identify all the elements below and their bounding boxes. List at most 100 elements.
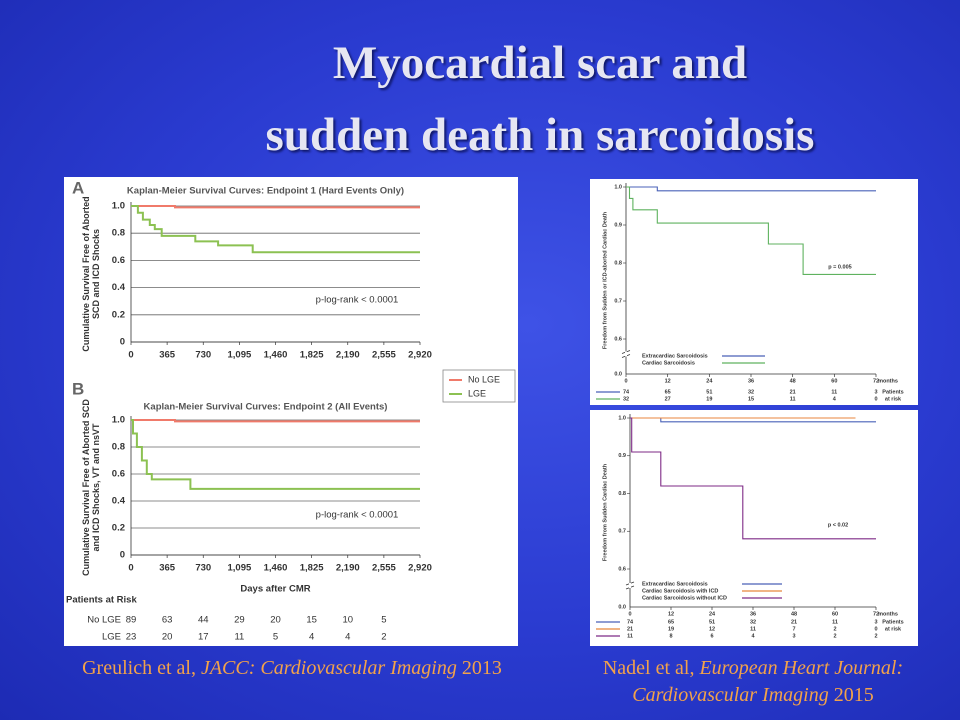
at-risk-count: 2 — [833, 626, 836, 632]
at-risk-count: 44 — [198, 615, 209, 626]
at-risk-count: 65 — [665, 389, 671, 395]
annotation: p-log-rank < 0.0001 — [316, 295, 399, 306]
x-tick-label: 1,825 — [300, 350, 324, 361]
y-tick-label: 0.6 — [112, 469, 125, 480]
at-risk-title: at risk — [885, 626, 902, 632]
at-risk-count: 15 — [748, 396, 754, 402]
legend-box — [442, 369, 516, 403]
y-break-label: 0.0 — [614, 371, 622, 377]
y-tick-label: 0.8 — [112, 442, 125, 453]
at-risk-count: 20 — [162, 632, 173, 643]
x-tick-label: 2,920 — [408, 563, 432, 574]
caption-journal: European Heart Journal: Cardiovascular I… — [632, 657, 904, 706]
at-risk-row-label: LGE — [102, 632, 121, 643]
y-tick-label: 0.4 — [112, 282, 126, 293]
at-risk-count: 0 — [874, 396, 877, 402]
x-tick-label: 2,555 — [372, 563, 396, 574]
at-risk-count: 65 — [668, 619, 674, 625]
at-risk-count: 11 — [234, 632, 244, 643]
x-tick-label: 24 — [709, 611, 716, 617]
x-tick-label: 1,095 — [227, 563, 251, 574]
at-risk-count: 2 — [874, 633, 877, 639]
at-risk-count: 32 — [748, 389, 754, 395]
at-risk-count: 2 — [381, 632, 386, 643]
y-axis-label: Freedom from Sudden Cardiac Death — [602, 463, 608, 561]
y-tick-label: 0.9 — [614, 222, 622, 228]
at-risk-count: 4 — [345, 632, 350, 643]
x-tick-label: 2,920 — [408, 350, 432, 361]
x-tick-label: 1,095 — [227, 350, 251, 361]
at-risk-count: 11 — [831, 389, 837, 395]
at-risk-count: 7 — [792, 626, 795, 632]
x-tick-label: 72 — [873, 378, 879, 384]
y-tick-label: 0.7 — [614, 298, 622, 304]
at-risk-count: 20 — [270, 615, 281, 626]
at-risk-count: 63 — [162, 615, 173, 626]
y-axis-label: Freedom from Sudden or ICD-aborted Cardi… — [602, 211, 608, 349]
y-tick-label: 1.0 — [112, 415, 125, 426]
legend-label: Cardiac Sarcoidosis with ICD — [642, 588, 718, 594]
at-risk-count: 74 — [627, 619, 634, 625]
at-risk-count: 11 — [790, 396, 796, 402]
at-risk-count: 17 — [198, 632, 209, 643]
legend-label: No LGE — [468, 374, 500, 384]
at-risk-count: 4 — [309, 632, 314, 643]
at-risk-count: 29 — [234, 615, 245, 626]
x-tick-label: 2,190 — [336, 350, 360, 361]
x-unit-label: months — [878, 611, 898, 617]
panel-letter: A — [72, 178, 84, 197]
survival-curve — [131, 419, 420, 423]
caption-author: Nadel et al, — [602, 657, 695, 679]
x-tick-label: 365 — [159, 350, 176, 361]
at-risk-count: 12 — [709, 626, 715, 632]
at-risk-count: 74 — [623, 389, 630, 395]
caption: Greulich et al, JACC: Cardiovascular Ima… — [72, 655, 512, 682]
axis-break-gap — [629, 583, 631, 588]
y-tick-label: 0.8 — [618, 491, 626, 497]
x-tick-label: 730 — [195, 350, 211, 361]
x-tick-label: 0 — [624, 378, 627, 384]
y-tick-label: 0 — [120, 550, 125, 561]
survival-curve — [131, 205, 420, 254]
x-tick-label: 2,190 — [336, 563, 360, 574]
at-risk-title: Patients — [882, 389, 903, 395]
axis-break-gap — [625, 351, 627, 357]
y-break-label: 0.0 — [618, 604, 626, 610]
y-tick-label: 0 — [120, 337, 125, 348]
at-risk-count: 51 — [706, 389, 712, 395]
annotation: p = 0.005 — [828, 264, 851, 270]
slide-title-line: sudden death in sarcoidosis — [265, 109, 815, 161]
y-tick-label: 0.8 — [614, 260, 622, 266]
at-risk-row-label: No LGE — [87, 615, 121, 626]
x-tick-label: 1,460 — [264, 350, 288, 361]
legend-label: Cardiac Sarcoidosis without ICD — [642, 595, 727, 601]
survival-curve — [131, 419, 420, 490]
at-risk-count: 3 — [874, 619, 877, 625]
at-risk-count: 27 — [665, 396, 671, 402]
at-risk-count: 21 — [791, 619, 797, 625]
at-risk-count: 5 — [381, 615, 386, 626]
survival-curve — [630, 417, 876, 540]
at-risk-count: 11 — [832, 619, 838, 625]
legend-label: Cardiac Sarcoidosis — [642, 360, 695, 366]
at-risk-count: 32 — [750, 619, 756, 625]
at-risk-count: 4 — [833, 396, 837, 402]
x-tick-label: 60 — [831, 378, 837, 384]
at-risk-count: 2 — [833, 633, 836, 639]
survival-curve — [131, 205, 420, 209]
x-tick-label: 365 — [159, 563, 176, 574]
at-risk-count: 0 — [874, 626, 877, 632]
y-tick-label: 0.2 — [112, 523, 125, 534]
at-risk-count: 3 — [874, 389, 877, 395]
at-risk-count: 15 — [306, 615, 317, 626]
at-risk-count: 89 — [126, 615, 137, 626]
panel-background — [64, 177, 518, 646]
at-risk-title: at risk — [885, 396, 902, 402]
x-tick-label: 48 — [791, 611, 797, 617]
at-risk-count: 8 — [669, 633, 672, 639]
y-tick-label: 0.4 — [112, 496, 126, 507]
at-risk-count: 5 — [273, 632, 278, 643]
at-risk-count: 4 — [751, 633, 755, 639]
